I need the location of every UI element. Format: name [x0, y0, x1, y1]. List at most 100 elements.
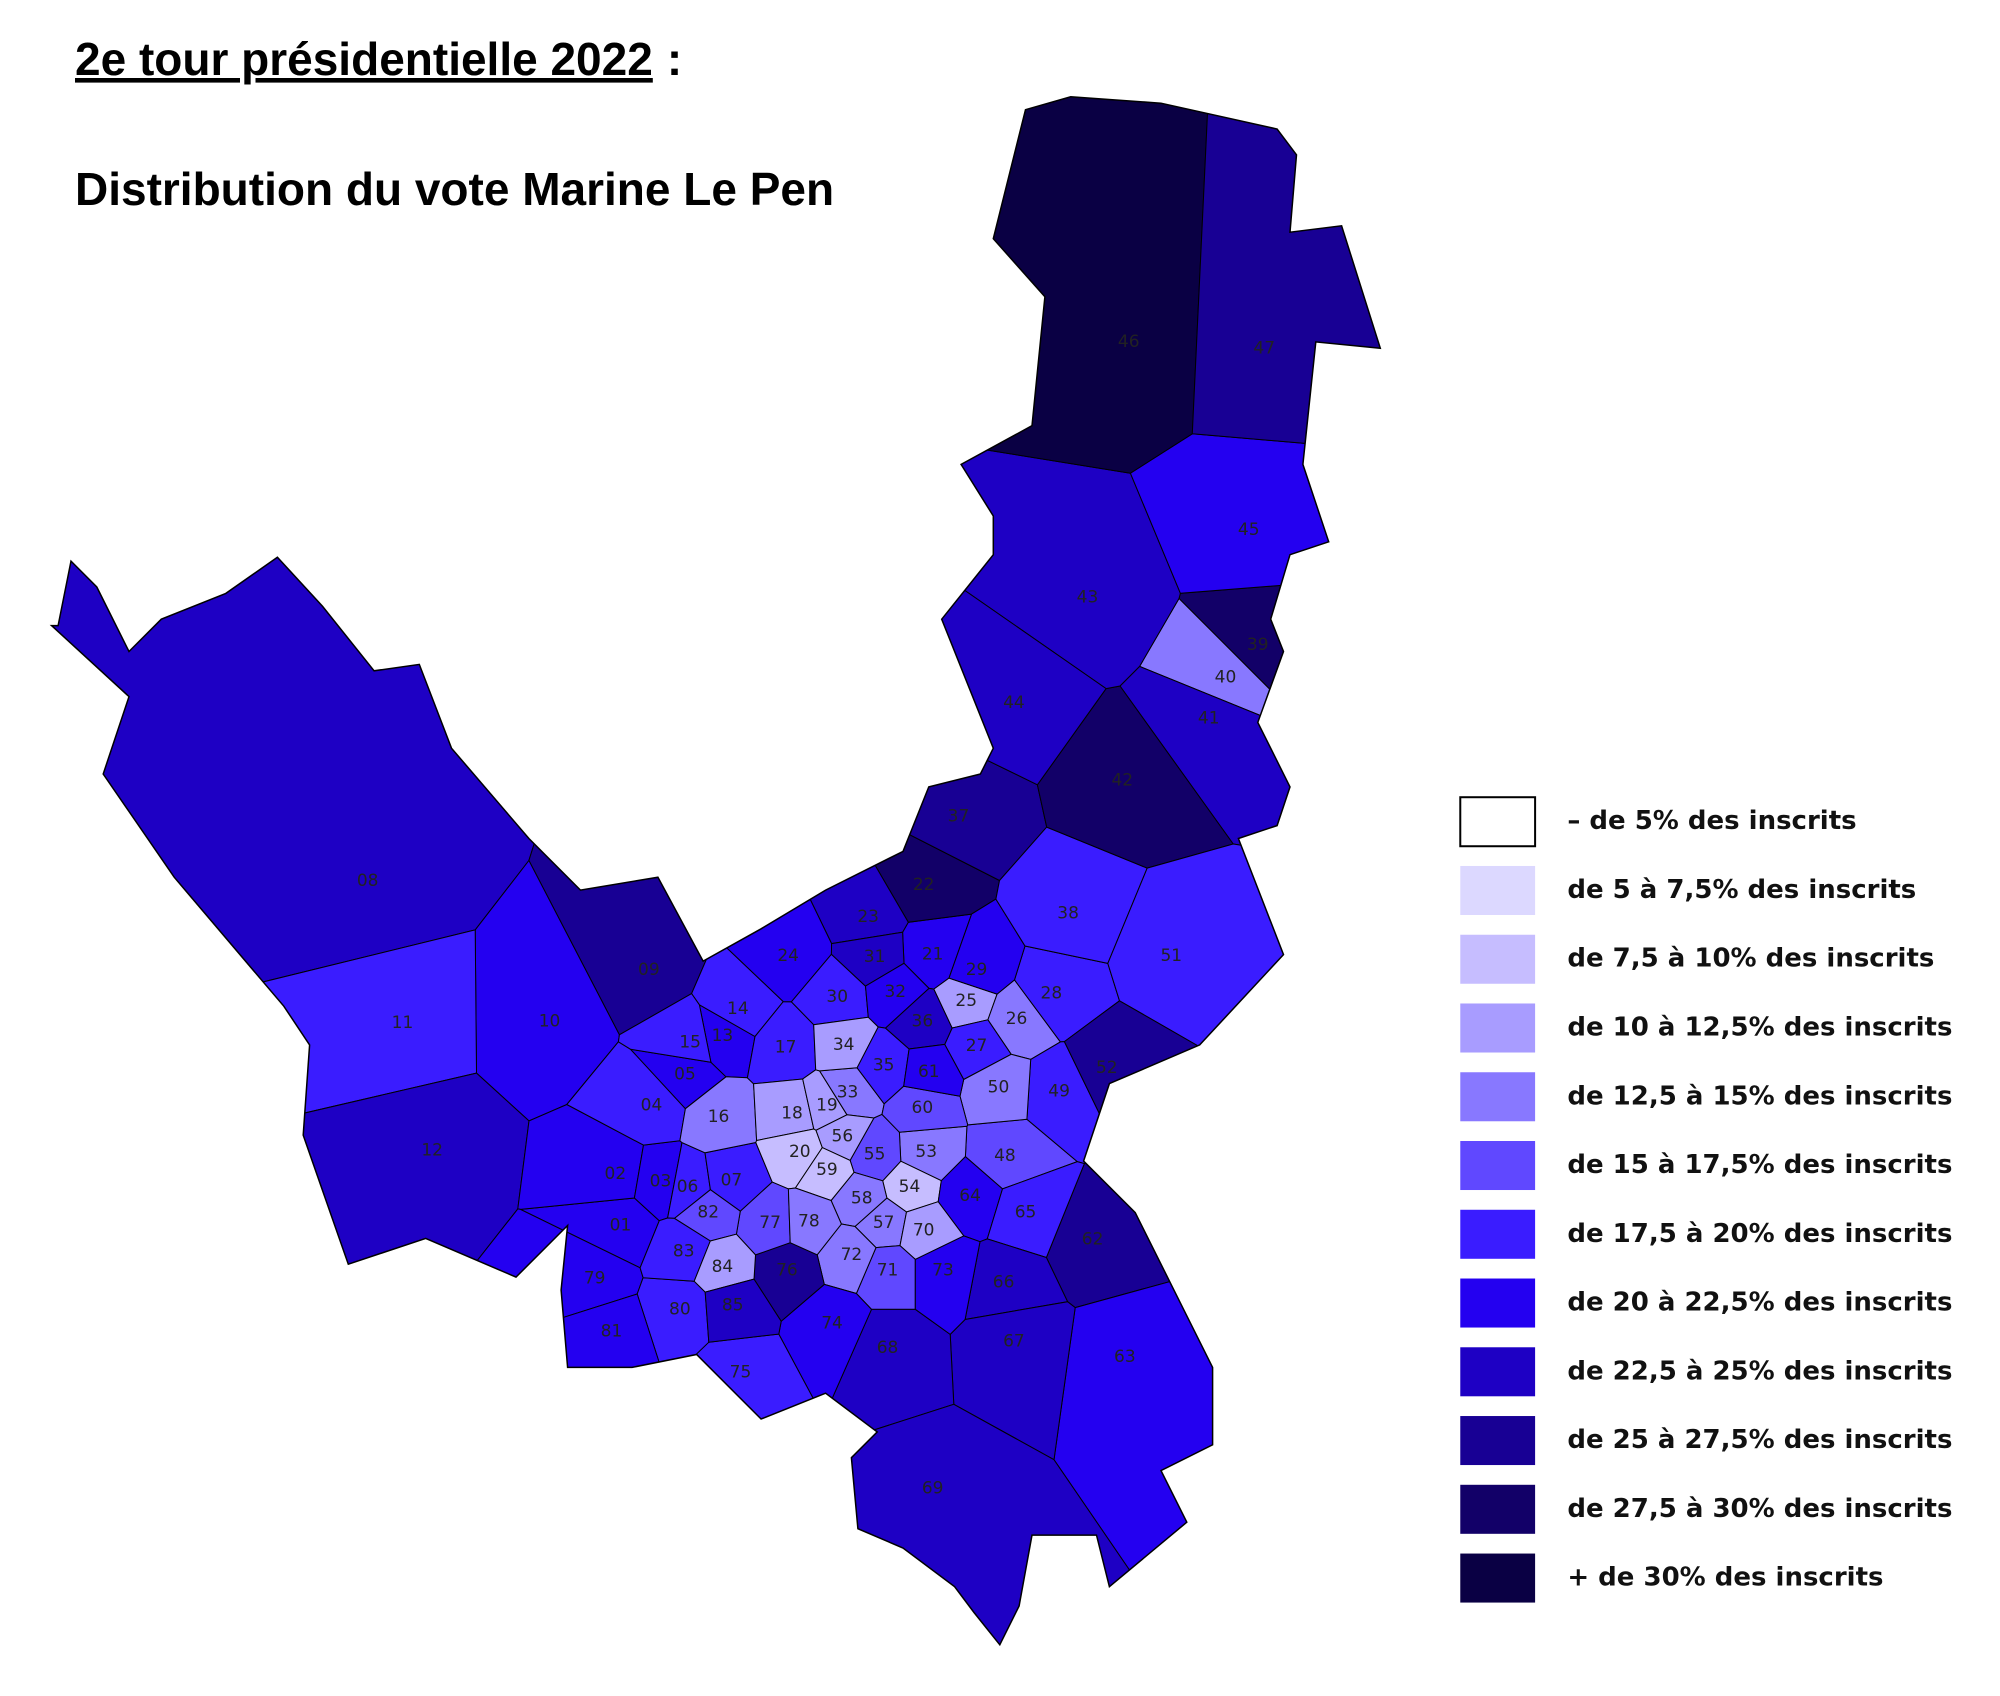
region-label: 67: [1003, 1332, 1025, 1352]
legend-label: de 25 à 27,5% des inscrits: [1567, 1425, 1952, 1455]
region-label: 19: [816, 1096, 838, 1116]
region-label: 70: [913, 1221, 935, 1241]
legend-swatch: [1460, 1278, 1536, 1328]
region-label: 74: [821, 1314, 843, 1334]
region-label: 39: [1247, 635, 1269, 655]
region-label: 31: [864, 947, 886, 967]
legend-swatch: [1460, 865, 1536, 915]
region-label: 44: [1003, 693, 1025, 713]
legend-swatch: [1460, 1072, 1536, 1122]
region-label: 45: [1238, 520, 1260, 540]
region-label: 34: [833, 1035, 855, 1055]
legend-swatch: [1459, 796, 1537, 848]
region-label: 26: [1006, 1009, 1028, 1029]
region-label: 04: [641, 1096, 663, 1116]
region-label: 14: [727, 999, 749, 1019]
region: [787, 1187, 842, 1256]
region-label: 18: [781, 1103, 803, 1123]
region-label: 65: [1015, 1203, 1037, 1223]
region-label: 16: [708, 1107, 730, 1127]
legend-label: + de 30% des inscrits: [1567, 1563, 1883, 1593]
region: [639, 1217, 711, 1282]
legend-label: de 27,5 à 30% des inscrits: [1567, 1494, 1952, 1524]
region-label: 62: [1082, 1230, 1104, 1250]
region-label: 42: [1111, 770, 1133, 790]
legend-label: de 10 à 12,5% des inscrits: [1567, 1013, 1952, 1043]
region: [903, 1043, 965, 1097]
legend-label: – de 5% des inscrits: [1567, 806, 1856, 836]
region-label: 35: [873, 1056, 895, 1076]
region-label: 02: [605, 1164, 627, 1184]
region-label: 13: [712, 1026, 734, 1046]
region-label: 17: [775, 1037, 797, 1057]
region-label: 12: [421, 1141, 443, 1161]
region-label: 53: [915, 1142, 937, 1162]
legend-label: de 7,5 à 10% des inscrits: [1567, 944, 1934, 974]
region-labels: 08 09 10 11 12 01 02 03 04 05 06 07 13 14 15 16 17 18 19 20…: [357, 332, 1275, 1499]
map-outline: [49, 96, 1382, 1647]
region-label: 79: [584, 1268, 606, 1288]
legend: – de 5% des inscrits de 5 à 7,5% des insc…: [1459, 796, 1952, 1603]
region: [830, 931, 905, 987]
legend-swatch: [1460, 1141, 1536, 1191]
region-label: 11: [392, 1013, 414, 1033]
region: [51, 1072, 530, 1645]
region-label: 07: [721, 1170, 743, 1190]
region-label: 47: [1253, 338, 1275, 358]
region: [1107, 843, 1381, 1256]
region-label: 05: [674, 1065, 696, 1085]
legend-label: de 22,5 à 25% des inscrits: [1567, 1356, 1952, 1386]
region-label: 03: [650, 1172, 672, 1192]
region-label: 01: [610, 1216, 632, 1236]
legend-swatch: [1460, 934, 1536, 984]
legend-swatch: [1460, 1553, 1536, 1603]
region-label: 68: [877, 1338, 899, 1358]
region-label: 52: [1096, 1058, 1118, 1078]
region: [914, 1235, 981, 1336]
region: [686, 657, 833, 1003]
region-label: 76: [776, 1261, 798, 1281]
region-label: 20: [789, 1142, 811, 1162]
region-label: 56: [832, 1126, 854, 1146]
region-label: 51: [1160, 946, 1182, 966]
region: [565, 1333, 829, 1645]
subtitle: Distribution du vote Marine Le Pen: [75, 163, 834, 215]
legend-swatch: [1460, 1209, 1536, 1259]
region-label: 37: [948, 807, 970, 827]
region-label: 81: [601, 1321, 623, 1341]
region-label: 69: [922, 1479, 944, 1499]
region-label: 60: [912, 1098, 934, 1118]
title-suffix: :: [667, 33, 682, 85]
region-label: 84: [712, 1257, 734, 1277]
region-label: 85: [722, 1295, 744, 1315]
region-label: 61: [918, 1062, 940, 1082]
region: [617, 992, 712, 1063]
region-label: 59: [816, 1160, 838, 1180]
region-label: 15: [679, 1032, 701, 1052]
region: [1129, 433, 1381, 594]
region-label: 23: [857, 907, 879, 927]
region-label: 29: [966, 960, 988, 980]
region-label: 77: [759, 1213, 781, 1233]
region-label: 21: [922, 945, 944, 965]
legend-label: de 12,5 à 15% des inscrits: [1567, 1081, 1952, 1111]
region-label: 63: [1114, 1347, 1136, 1367]
region-label: 33: [837, 1083, 859, 1103]
region: [1045, 1155, 1381, 1309]
region-label: 40: [1215, 667, 1237, 687]
region-label: 36: [912, 1012, 934, 1032]
region-label: 50: [988, 1077, 1010, 1097]
region: [1191, 96, 1381, 504]
region-label: 09: [638, 960, 660, 980]
legend-label: de 15 à 17,5% des inscrits: [1567, 1150, 1952, 1180]
legend-swatch: [1460, 1484, 1536, 1534]
region-label: 83: [673, 1241, 695, 1261]
region: [704, 1278, 782, 1343]
region-label: 64: [959, 1186, 981, 1206]
region-label: 75: [730, 1363, 752, 1383]
region-label: 55: [864, 1145, 886, 1165]
legend-label: de 5 à 7,5% des inscrits: [1567, 875, 1916, 905]
region-label: 43: [1077, 587, 1099, 607]
region-label: 06: [677, 1177, 699, 1197]
